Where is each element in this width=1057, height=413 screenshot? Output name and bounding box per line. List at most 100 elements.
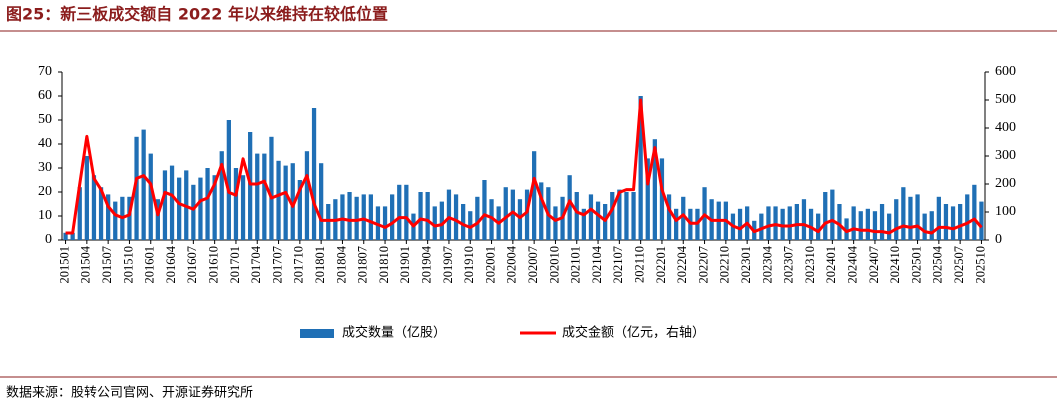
y-tick-label: 20 [38,184,52,199]
bar [759,213,764,240]
bar [936,196,941,240]
bar [162,170,168,240]
bar [382,206,388,240]
bar [823,192,828,240]
bar [780,208,785,240]
bar [517,199,523,240]
bar [887,213,892,240]
bar [191,184,196,240]
bar [638,96,643,240]
bar [915,194,920,240]
bar [212,175,217,240]
y-tick-label: 30 [38,160,52,175]
bar [950,206,956,240]
x-tick-label: 202510 [973,246,987,284]
x-tick-label: 202204 [675,245,689,283]
x-tick-label: 201810 [377,246,391,284]
x-tick-label: 201604 [164,245,178,283]
x-tick-label: 201610 [207,246,221,284]
x-tick-label: 202110 [633,246,647,283]
bar [269,136,274,240]
bar [787,206,792,240]
x-tick-label: 202301 [739,246,753,284]
bar [979,201,984,240]
bar [141,129,146,240]
bar [929,211,934,240]
bar [198,177,203,240]
x-tick-label: 201904 [420,245,434,283]
x-tick-label: 201601 [143,246,157,284]
bar [617,189,622,240]
x-tick-label: 202404 [846,245,860,283]
bar [425,192,430,240]
x-tick-label: 202201 [654,246,668,284]
bar [581,208,586,240]
bar [489,199,494,240]
bar [354,196,359,240]
bar [70,232,75,240]
x-tick-label: 202104 [590,245,604,283]
bar [943,204,949,240]
bar [468,211,473,240]
bar [666,194,672,240]
bar [361,194,366,240]
bar [397,184,402,240]
bar [255,153,260,240]
x-tick-label: 202207 [696,246,710,284]
bar [737,208,743,240]
x-tick-label: 202007 [526,246,540,284]
bar [894,199,899,240]
bar [240,175,246,240]
bar [794,204,799,240]
x-tick-label: 201707 [270,246,284,284]
bar [858,211,863,240]
bar [674,208,679,240]
y2-tick-label: 400 [995,120,1016,135]
bar [482,180,487,240]
y-tick-label: 40 [38,136,52,151]
bar [965,194,970,240]
bar [91,175,97,240]
y2-tick-label: 100 [995,204,1016,219]
bar [219,151,224,240]
bar [169,165,175,240]
bar [304,151,310,240]
y2-tick-label: 600 [995,64,1016,79]
x-tick-label: 202401 [824,246,838,284]
bar [148,153,153,240]
bar [453,194,459,240]
bar [766,206,771,240]
x-tick-label: 201704 [249,245,263,283]
bar [98,187,104,240]
bar [524,189,530,240]
x-tick-label: 202310 [803,246,817,284]
bar [610,192,615,240]
chart-title: 图25：新三板成交额自 2022 年以来维持在较低位置 [6,5,388,24]
bar [84,156,89,240]
x-tick-label: 202507 [952,246,966,284]
x-tick-label: 202004 [505,245,519,283]
x-tick-label: 202307 [782,246,796,284]
bar [588,194,594,240]
x-tick-label: 202304 [760,245,774,283]
x-tick-label: 202101 [569,246,583,284]
x-tick-label: 201804 [334,245,348,283]
bar [446,189,452,240]
x-tick-label: 201910 [462,246,476,284]
bar [113,201,118,240]
y-tick-label: 50 [38,112,52,127]
bar [233,168,239,240]
x-tick-label: 201807 [356,246,370,284]
bar [461,204,466,240]
bar [553,206,558,240]
x-tick-label: 201507 [100,246,114,284]
bar [340,194,345,240]
bar [865,208,870,240]
bar [347,192,352,240]
bar [830,189,835,240]
legend-swatch [300,329,334,338]
legend-label: 成交数量（亿股） [342,325,446,341]
bar [106,194,111,240]
bar [404,184,409,240]
